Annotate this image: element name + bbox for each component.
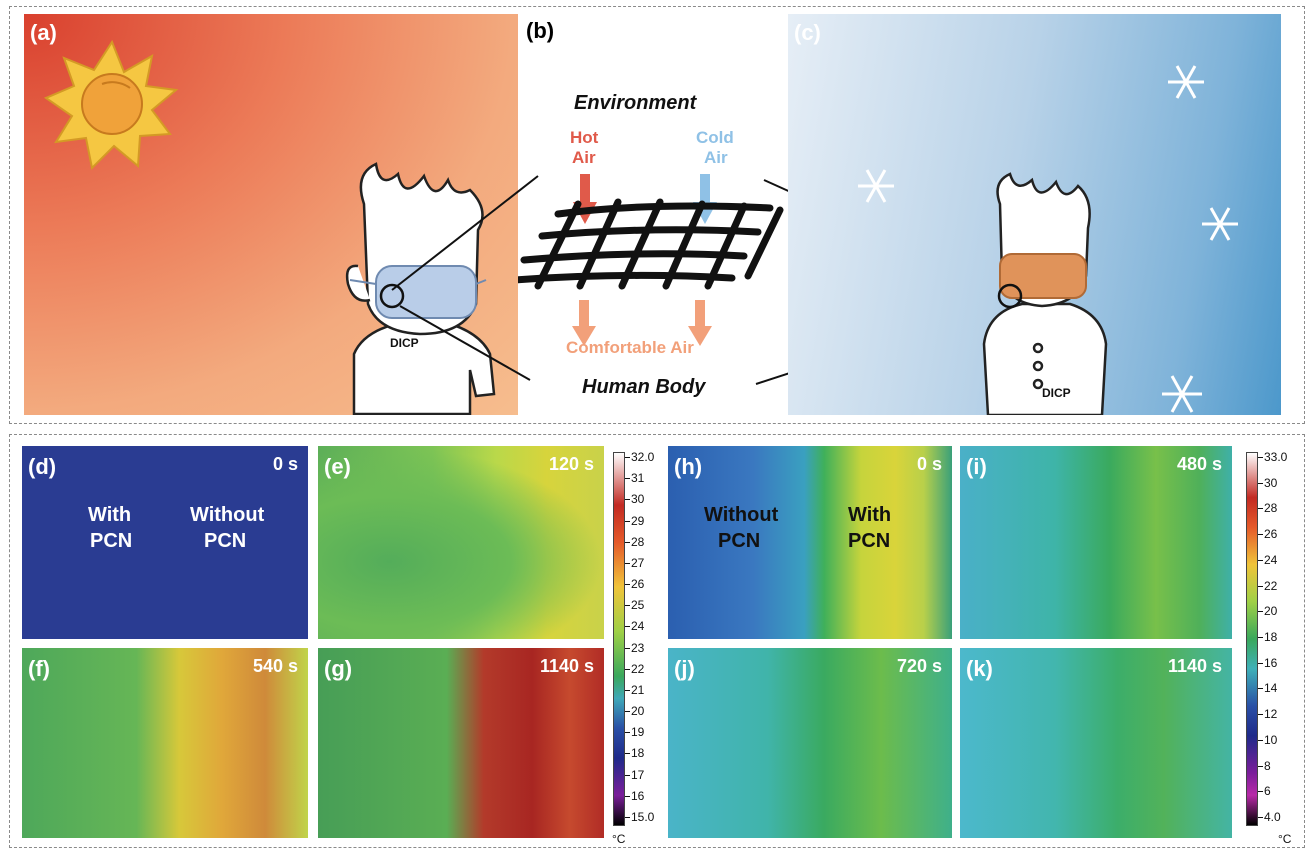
cold-air-label-line2: Air bbox=[704, 148, 728, 167]
panel-label-j: (j) bbox=[674, 656, 695, 681]
colorbar-left-tick: 23 bbox=[624, 640, 645, 655]
panel-c-cold-scene: DICP (c) bbox=[788, 14, 1281, 415]
colorbar-right-tick: 24 bbox=[1257, 552, 1278, 567]
boy-in-coat bbox=[982, 172, 1108, 415]
fabric-schematic bbox=[518, 174, 784, 346]
colorbar-left-tick: 24 bbox=[624, 619, 645, 634]
without-label: Without bbox=[190, 504, 265, 526]
colorbar-left-tick: 16 bbox=[624, 788, 645, 803]
colorbar-right-tick: 26 bbox=[1257, 527, 1278, 542]
time-label-k: 1140 s bbox=[1167, 656, 1222, 676]
panel-b-schematic: (b) Environment Hot Air Cold Air bbox=[518, 14, 788, 415]
colorbar-right-tick: 18 bbox=[1257, 630, 1278, 644]
thermal-panel-h: (h) 0 s Without PCN With PCN bbox=[668, 446, 952, 639]
pcn-fabric bbox=[518, 198, 784, 290]
colorbar-left bbox=[613, 452, 625, 826]
with-label-h: With bbox=[848, 504, 892, 526]
panel-label-h: (h) bbox=[674, 454, 703, 479]
colorbar-left-tick: 22 bbox=[624, 661, 645, 676]
colorbar-left-tick: 17 bbox=[624, 767, 645, 782]
panel-label-i: (i) bbox=[966, 454, 987, 479]
colorbar-right-tick: 33.0 bbox=[1257, 450, 1288, 464]
boy-with-mask bbox=[345, 162, 496, 415]
panel-label-a: (a) bbox=[30, 20, 57, 45]
colorbar-left-tick: 32.0 bbox=[624, 450, 655, 464]
time-label-j: 720 s bbox=[896, 656, 942, 676]
time-label-i: 480 s bbox=[1176, 454, 1222, 474]
thermal-panel-g: (g) 1140 s bbox=[318, 648, 604, 838]
colorbar-left-tick: 26 bbox=[624, 577, 645, 592]
environment-label: Environment bbox=[574, 92, 697, 114]
hot-air-label-line1: Hot bbox=[570, 128, 599, 147]
shirt-label: DICP bbox=[390, 336, 419, 350]
colorbar-left-tick: 31 bbox=[624, 471, 645, 486]
panel-label-c: (c) bbox=[794, 20, 821, 45]
coat-label: DICP bbox=[1042, 386, 1071, 400]
comfortable-air-arrow-left bbox=[572, 300, 596, 346]
with-pcn-label-h: PCN bbox=[848, 530, 891, 552]
thermal-panel-i: (i) 480 s bbox=[960, 446, 1232, 639]
panel-label-b: (b) bbox=[526, 18, 555, 43]
colorbar-right-tick: 12 bbox=[1257, 707, 1278, 722]
comfortable-air-label: Comfortable Air bbox=[566, 338, 694, 357]
colorbar-left-tick: 21 bbox=[624, 682, 645, 697]
snowflake-icon bbox=[858, 65, 1238, 413]
human-body-label: Human Body bbox=[582, 376, 706, 398]
with-pcn-label: PCN bbox=[90, 530, 133, 552]
colorbar-left-tick: 25 bbox=[624, 598, 645, 613]
hot-scene-illustration bbox=[43, 39, 496, 415]
sun-icon bbox=[43, 39, 179, 171]
thermal-panel-k: (k) 1140 s bbox=[960, 648, 1232, 838]
colorbar-right-tick: 14 bbox=[1257, 681, 1278, 696]
time-label-f: 540 s bbox=[252, 656, 298, 676]
time-label-d: 0 s bbox=[272, 454, 298, 474]
colorbar-left-tick: 15.0 bbox=[624, 810, 655, 824]
panel-label-g: (g) bbox=[324, 656, 353, 681]
colorbar-left-tick: 20 bbox=[624, 704, 645, 719]
colorbar-right-tick: 8 bbox=[1258, 758, 1271, 773]
without-pcn-label-h: PCN bbox=[718, 530, 761, 552]
colorbar-right-tick: 10 bbox=[1257, 732, 1278, 747]
colorbar-right-tick: 22 bbox=[1257, 578, 1278, 593]
panel-label-d: (d) bbox=[28, 454, 57, 479]
with-label: With bbox=[88, 504, 132, 526]
cold-scene-illustration bbox=[858, 65, 1238, 415]
panel-label-f: (f) bbox=[28, 656, 50, 681]
colorbar-left-tick: 18 bbox=[624, 746, 645, 761]
bottom-frame bbox=[9, 434, 1305, 848]
thermal-panel-e: (e) 120 s bbox=[318, 446, 604, 639]
colorbar-left-tick: 28 bbox=[624, 534, 645, 549]
without-pcn-label: PCN bbox=[204, 530, 247, 552]
colorbar-right-tick: 30 bbox=[1257, 475, 1278, 490]
thermal-panel-f: (f) 540 s bbox=[22, 648, 308, 838]
colorbar-left-tick: 29 bbox=[624, 513, 645, 528]
colorbar-left-tick: 27 bbox=[624, 555, 645, 570]
colorbar-right-tick: 6 bbox=[1258, 784, 1271, 799]
hot-air-label-line2: Air bbox=[572, 148, 596, 167]
comfortable-air-arrow-right bbox=[688, 300, 712, 346]
colorbar-right bbox=[1246, 452, 1258, 826]
cold-air-label-line1: Cold bbox=[696, 128, 734, 147]
colorbar-left-tick: 19 bbox=[624, 725, 645, 740]
panel-label-e: (e) bbox=[324, 454, 351, 479]
colorbar-right-unit: °C bbox=[1278, 832, 1292, 846]
thermal-panel-d: (d) 0 s With PCN Without PCN bbox=[22, 446, 308, 639]
colorbar-left-tick: 30 bbox=[624, 492, 645, 507]
panel-a-hot-scene: DICP (a) bbox=[24, 14, 518, 415]
colorbar-right-tick: 16 bbox=[1257, 655, 1278, 670]
colorbar-right-tick: 28 bbox=[1257, 501, 1278, 516]
hot-air-arrow bbox=[573, 174, 597, 224]
colorbar-left-unit: °C bbox=[612, 832, 626, 846]
without-label-h: Without bbox=[704, 504, 779, 526]
colorbar-right-tick: 20 bbox=[1257, 604, 1278, 619]
panel-label-k: (k) bbox=[966, 656, 993, 681]
time-label-e: 120 s bbox=[548, 454, 594, 474]
colorbar-right-tick: 4.0 bbox=[1258, 810, 1281, 824]
top-frame bbox=[9, 6, 1305, 424]
time-label-g: 1140 s bbox=[539, 656, 594, 676]
thermal-panel-j: (j) 720 s bbox=[668, 648, 952, 838]
time-label-h: 0 s bbox=[916, 454, 942, 474]
